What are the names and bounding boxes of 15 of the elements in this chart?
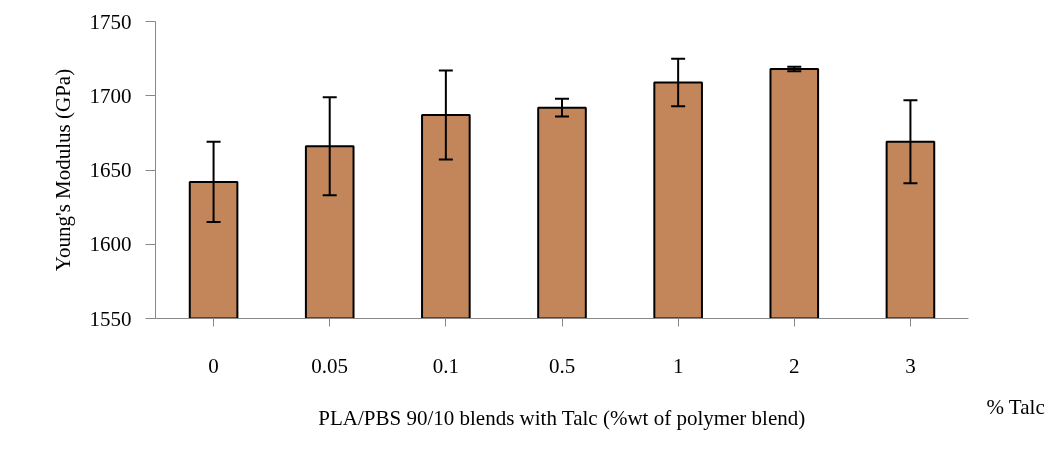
x-tick-label: 3 [905, 353, 916, 378]
y-tick-label: 1650 [89, 158, 132, 182]
x-axis-title: PLA/PBS 90/10 blends with Talc (%wt of polymer blend) [318, 405, 806, 430]
y-tick-label: 1750 [89, 9, 132, 34]
y-axis-title: Young's Modulus (GPa) [50, 68, 75, 272]
x-tick-label: 0.1 [432, 353, 459, 378]
x-tick-label: 1 [672, 353, 684, 378]
text: % Talc [986, 394, 1045, 419]
y-tick-label: 1600 [89, 232, 132, 257]
x-tick-label: 2 [789, 353, 800, 378]
y-tick-label: 1550 [89, 306, 132, 331]
x-tick-label: 0.05 [311, 353, 349, 378]
x-tick-label: 0.5 [548, 353, 576, 378]
x-tick-label: 0 [208, 353, 219, 378]
y-tick-label: 1700 [89, 83, 132, 108]
